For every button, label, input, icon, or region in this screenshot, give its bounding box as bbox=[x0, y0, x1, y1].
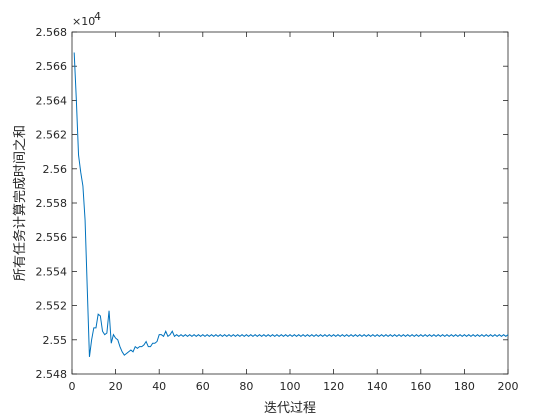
plot-area bbox=[72, 32, 508, 374]
y-tick-label: 2.568 bbox=[36, 26, 68, 39]
x-tick-label: 80 bbox=[239, 380, 253, 393]
x-tick-label: 0 bbox=[69, 380, 76, 393]
x-axis-label: 迭代过程 bbox=[264, 401, 316, 416]
x-tick-label: 140 bbox=[367, 380, 388, 393]
y-tick-label: 2.562 bbox=[36, 129, 68, 142]
y-tick-label: 2.564 bbox=[36, 94, 68, 107]
y-exponent-base: ×10 bbox=[72, 15, 95, 28]
y-exponent-power: 4 bbox=[94, 10, 101, 23]
x-tick-label: 200 bbox=[498, 380, 519, 393]
y-tick-label: 2.558 bbox=[36, 197, 68, 210]
y-tick-label: 2.556 bbox=[36, 231, 68, 244]
y-tick-label: 2.566 bbox=[36, 60, 68, 73]
y-tick-label: 2.56 bbox=[43, 163, 68, 176]
x-tick-label: 180 bbox=[454, 380, 475, 393]
y-tick-label: 2.552 bbox=[36, 300, 68, 313]
x-tick-label: 100 bbox=[280, 380, 301, 393]
x-tick-label: 20 bbox=[109, 380, 123, 393]
x-tick-label: 160 bbox=[410, 380, 431, 393]
y-axis-label: 所有任务计算完成时间之和 bbox=[12, 125, 28, 281]
x-tick-label: 60 bbox=[196, 380, 210, 393]
y-tick-label: 2.55 bbox=[43, 334, 68, 347]
x-tick-label: 40 bbox=[152, 380, 166, 393]
y-tick-label: 2.548 bbox=[36, 368, 68, 381]
x-tick-label: 120 bbox=[323, 380, 344, 393]
y-tick-label: 2.554 bbox=[36, 265, 68, 278]
